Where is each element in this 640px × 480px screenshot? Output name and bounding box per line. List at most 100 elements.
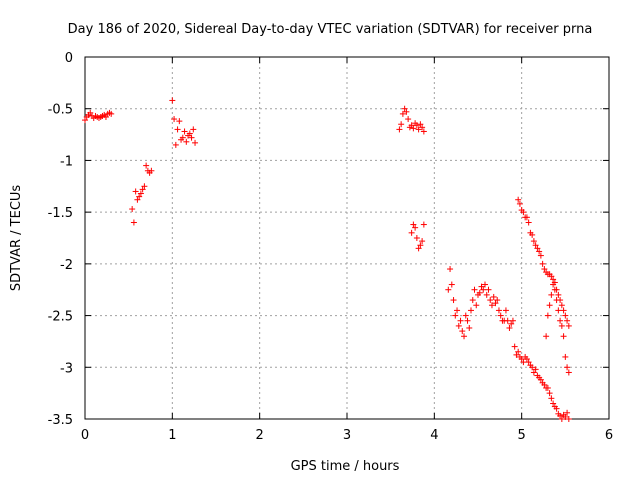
data-point — [455, 322, 462, 329]
y-tick-label: -0.5 — [48, 103, 73, 118]
data-point — [480, 286, 487, 293]
data-point — [141, 183, 148, 190]
data-point — [541, 381, 548, 388]
data-point — [515, 196, 522, 203]
data-point — [134, 196, 141, 203]
data-point — [464, 317, 471, 324]
data-point — [546, 302, 553, 309]
data-point — [190, 126, 197, 133]
data-point — [398, 121, 405, 128]
data-point — [445, 286, 452, 293]
x-tick-label: 3 — [343, 428, 351, 443]
data-point — [553, 297, 560, 304]
grid — [85, 57, 609, 419]
y-tick-label: -2 — [60, 258, 73, 273]
data-point — [461, 333, 468, 340]
data-point — [448, 281, 455, 288]
data-point — [452, 312, 459, 319]
data-point — [550, 400, 557, 407]
data-point — [543, 333, 550, 340]
data-point — [419, 238, 426, 245]
data-point — [525, 359, 532, 366]
data-point — [537, 252, 544, 259]
x-tick-label: 2 — [256, 428, 264, 443]
chart-title: Day 186 of 2020, Sidereal Day-to-day VTE… — [68, 22, 593, 37]
data-point — [511, 343, 518, 350]
data-point — [108, 110, 115, 117]
data-point — [401, 105, 408, 112]
data-point — [523, 356, 530, 363]
data-point — [176, 118, 183, 125]
data-point — [469, 297, 476, 304]
data-point — [132, 188, 139, 195]
data-point — [457, 317, 464, 324]
data-point — [562, 413, 569, 420]
data-point — [558, 322, 565, 329]
data-point — [495, 307, 502, 314]
data-point — [87, 109, 94, 116]
x-axis-label: GPS time / hours — [291, 459, 400, 474]
data-point — [560, 333, 567, 340]
data-point — [541, 266, 548, 273]
data-point — [462, 312, 469, 319]
tick-labels: 0 1 2 3 4 5 6 0 -0.5 -1 -1.5 -2 -2.5 -3 -3.5 — [48, 51, 614, 443]
data-point — [565, 369, 572, 376]
data-point — [186, 130, 193, 137]
series-arc-4 — [396, 105, 427, 135]
data-point — [419, 124, 426, 131]
data-point — [148, 167, 155, 174]
data-point — [476, 289, 483, 296]
data-point — [410, 125, 417, 132]
data-point — [550, 281, 557, 288]
data-point — [558, 302, 565, 309]
data-point — [403, 108, 410, 115]
data-point — [564, 317, 571, 324]
data-point — [137, 190, 144, 197]
data-point — [562, 353, 569, 360]
x-tick-label: 0 — [81, 428, 89, 443]
data-point — [516, 200, 523, 207]
data-point — [518, 356, 525, 363]
data-point — [562, 312, 569, 319]
data-point — [565, 322, 572, 329]
x-tick-label: 6 — [605, 428, 613, 443]
data-point — [550, 276, 557, 283]
data-point — [555, 291, 562, 298]
data-point — [502, 307, 509, 314]
data-point — [497, 312, 504, 319]
data-point — [82, 117, 88, 124]
data-point — [529, 364, 536, 371]
series-arc-8 — [543, 281, 572, 376]
y-tick-label: -3.5 — [48, 413, 73, 428]
data-point — [520, 359, 527, 366]
data-point — [539, 260, 546, 267]
data-point — [413, 122, 420, 129]
data-point — [506, 324, 513, 331]
data-point — [181, 128, 188, 135]
series-arc-3 — [169, 97, 199, 148]
series-arc-6 — [445, 266, 572, 422]
data-point — [466, 324, 473, 331]
data-point — [410, 221, 417, 228]
y-tick-label: -1.5 — [48, 206, 73, 221]
data-point — [183, 138, 190, 145]
data-point — [471, 286, 478, 293]
data-point — [415, 245, 422, 252]
data-point — [530, 238, 537, 245]
data-point — [408, 122, 415, 129]
data-points — [82, 97, 572, 422]
data-point — [179, 134, 186, 141]
data-point — [415, 126, 422, 133]
data-point — [450, 297, 457, 304]
data-point — [172, 141, 179, 148]
data-point — [396, 126, 403, 133]
data-point — [417, 242, 424, 249]
data-point — [169, 97, 176, 104]
data-point — [508, 320, 515, 327]
data-point — [102, 113, 109, 120]
data-point — [557, 317, 564, 324]
data-point — [558, 416, 565, 422]
data-point — [481, 281, 488, 288]
data-point — [420, 128, 427, 135]
